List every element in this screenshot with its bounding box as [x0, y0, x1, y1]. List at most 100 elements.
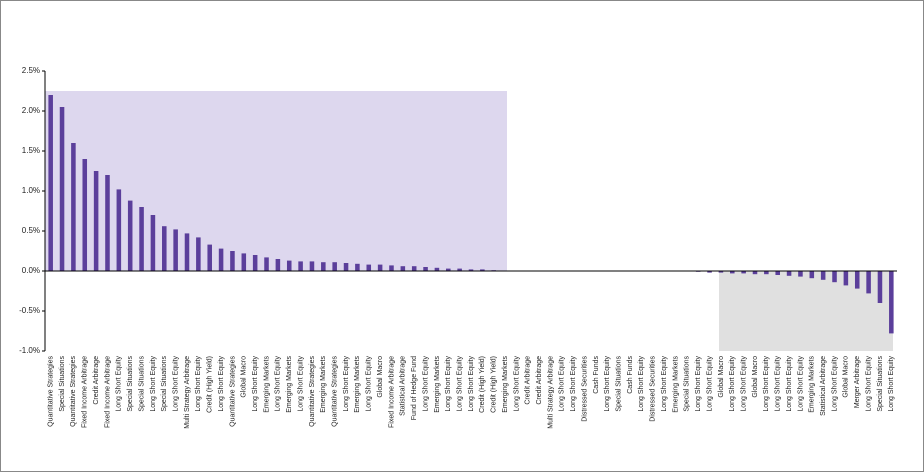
x-tick-label: Global Macro — [241, 356, 248, 398]
bar — [218, 248, 224, 271]
bar — [889, 271, 894, 334]
x-tick-label: Long Short Equity — [275, 356, 282, 412]
x-tick-label: Quantitative Strategies — [309, 356, 316, 427]
x-tick-label: Statistical Arbitrage — [400, 356, 407, 416]
bar — [241, 253, 247, 271]
bar — [832, 271, 837, 283]
bar — [389, 265, 394, 271]
x-tick-label: Long Short Equity — [150, 356, 157, 412]
x-tick-label: Long Short Equity — [695, 356, 702, 412]
bar — [343, 263, 349, 271]
bar — [707, 271, 712, 273]
bar — [150, 215, 156, 271]
x-tick-label: Long Short Equity — [797, 356, 804, 412]
x-tick-label: Long Short Equity — [604, 356, 611, 412]
x-tick-label: Global Macro — [843, 356, 850, 398]
bar — [877, 271, 883, 303]
x-tick-label: Distressed Securities — [650, 356, 657, 422]
x-tick-label: Long Short Equity — [343, 356, 350, 412]
bar — [127, 200, 133, 271]
x-tick-label: Statistical Arbitrage — [820, 356, 827, 416]
bar — [184, 233, 190, 271]
x-tick-label: Fixed Income Arbitrage — [388, 356, 395, 428]
x-tick-label: Special Situations — [877, 356, 884, 412]
x-tick-label: Quantitative Strategies — [229, 356, 236, 427]
x-tick-label: Fund of Hedge Fund — [411, 356, 418, 420]
x-tick-label: Special Situations — [684, 356, 691, 412]
x-tick-label: Special Situations — [127, 356, 134, 412]
bar — [252, 255, 258, 271]
bar — [162, 226, 167, 271]
bar — [752, 271, 758, 275]
x-tick-label: Long Short Equity — [468, 356, 475, 412]
bar — [786, 271, 792, 276]
bar — [377, 264, 383, 271]
x-tick-label: Long Short Equity — [252, 356, 259, 412]
y-tick-label: 2.0% — [22, 106, 40, 115]
bar — [775, 271, 780, 275]
bar — [321, 262, 326, 271]
x-tick-label: Credit (High Yield) — [479, 356, 486, 413]
y-tick-label: 2.5% — [22, 66, 40, 75]
bar — [105, 175, 110, 271]
x-tick-label: Merger Arbitrage — [854, 356, 861, 408]
bar — [139, 207, 144, 271]
bar — [332, 262, 337, 271]
x-tick-label: Long Short Equity — [763, 356, 770, 412]
x-tick-label: Long Short Equity — [865, 356, 872, 412]
bar — [275, 259, 281, 271]
x-tick-label: Long Short Equity — [172, 356, 179, 412]
bar — [298, 261, 303, 271]
bar — [93, 171, 99, 271]
y-tick-label: 1.0% — [22, 186, 40, 195]
bar — [59, 107, 65, 271]
x-tick-label: Long Short Equity — [445, 356, 452, 412]
x-tick-label: Long Short Equity — [831, 356, 838, 412]
x-tick-label: Long Short Equity — [706, 356, 713, 412]
x-tick-label: Cash Funds — [593, 356, 600, 394]
bar — [730, 271, 735, 274]
x-tick-label: Long Short Equity — [638, 356, 645, 412]
x-tick-label: Long Short Equity — [513, 356, 520, 412]
bar — [820, 271, 826, 280]
bar — [264, 257, 269, 271]
x-tick-label: Long Short Equity — [559, 356, 566, 412]
x-tick-label: Credit (High Yield) — [491, 356, 498, 413]
x-tick-label: Cash Funds — [627, 356, 634, 394]
bar — [446, 268, 451, 271]
x-tick-label: Global Macro — [377, 356, 384, 398]
x-tick-label: Quantitative Strategies — [48, 356, 55, 427]
bar — [798, 271, 803, 277]
bar — [434, 267, 440, 271]
x-tick-label: Emerging Markets — [502, 356, 509, 413]
x-tick-label: Long Short Equity — [195, 356, 202, 412]
x-tick-label: Emerging Markets — [286, 356, 293, 413]
x-tick-label: Emerging Markets — [263, 356, 270, 413]
bar — [423, 267, 428, 271]
bar — [286, 260, 292, 271]
x-tick-label: Long Short Equity — [366, 356, 373, 412]
x-tick-label: Special Situations — [59, 356, 66, 412]
y-tick-label: -1.0% — [19, 346, 40, 355]
x-tick-label: Long Short Equity — [775, 356, 782, 412]
x-tick-label: Emerging Markets — [434, 356, 441, 413]
bar — [48, 95, 53, 271]
bottom-highlight — [719, 271, 893, 351]
x-tick-label: Long Short Equity — [297, 356, 304, 412]
bar — [854, 271, 860, 289]
x-tick-label: Long Short Equity — [218, 356, 225, 412]
x-tick-label: Global Macro — [752, 356, 759, 398]
x-tick-label: Global Macro — [718, 356, 725, 398]
bar — [400, 266, 406, 271]
y-tick-label: 1.5% — [22, 146, 40, 155]
x-tick-label: Emerging Markets — [809, 356, 816, 413]
bar — [843, 271, 849, 286]
bar — [309, 261, 315, 271]
x-tick-label: Fixed Income Arbitrage — [82, 356, 89, 428]
x-tick-label: Long Short Equity — [786, 356, 793, 412]
bar — [411, 266, 417, 271]
x-tick-label: Credit (High Yield) — [207, 356, 214, 413]
x-tick-label: Credit Arbitrage — [93, 356, 100, 405]
x-tick-label: Fixed Income Arbitrage — [104, 356, 111, 428]
x-tick-label: Emerging Markets — [320, 356, 327, 413]
